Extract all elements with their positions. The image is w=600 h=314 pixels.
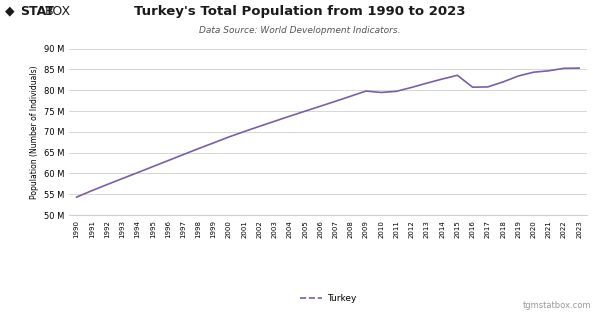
- Turkey: [241, 130, 248, 133]
- Turkey: [256, 124, 263, 128]
- Turkey: [575, 66, 583, 70]
- Text: STAT: STAT: [20, 5, 53, 18]
- Turkey: [119, 177, 126, 181]
- Turkey: [393, 89, 400, 93]
- Turkey: [226, 135, 233, 139]
- Turkey: [210, 141, 217, 145]
- Text: tgmstatbox.com: tgmstatbox.com: [523, 301, 591, 310]
- Turkey: [484, 85, 491, 89]
- Turkey: [332, 99, 339, 103]
- Turkey: [271, 119, 278, 123]
- Turkey: [423, 81, 430, 85]
- Turkey: [347, 94, 355, 98]
- Text: ◆: ◆: [5, 5, 14, 18]
- Text: Turkey's Total Population from 1990 to 2023: Turkey's Total Population from 1990 to 2…: [134, 5, 466, 18]
- Turkey: [103, 183, 110, 187]
- Turkey: [454, 73, 461, 77]
- Line: Turkey: Turkey: [77, 68, 579, 197]
- Turkey: [362, 89, 370, 93]
- Y-axis label: Population (Number of Individuals): Population (Number of Individuals): [31, 65, 40, 199]
- Turkey: [301, 109, 308, 113]
- Text: BOX: BOX: [45, 5, 71, 18]
- Turkey: [149, 165, 157, 169]
- Turkey: [88, 189, 95, 192]
- Turkey: [377, 90, 385, 94]
- Turkey: [439, 77, 446, 81]
- Turkey: [515, 74, 522, 78]
- Turkey: [408, 85, 415, 89]
- Turkey: [499, 80, 506, 84]
- Turkey: [286, 114, 293, 118]
- Turkey: [530, 70, 537, 74]
- Turkey: [179, 153, 187, 156]
- Legend: Turkey: Turkey: [296, 291, 360, 307]
- Turkey: [560, 67, 568, 70]
- Turkey: [469, 85, 476, 89]
- Turkey: [164, 159, 172, 163]
- Turkey: [545, 69, 553, 73]
- Turkey: [317, 104, 324, 108]
- Turkey: [73, 195, 80, 199]
- Text: Data Source: World Development Indicators.: Data Source: World Development Indicator…: [199, 26, 401, 35]
- Turkey: [134, 171, 141, 175]
- Turkey: [195, 147, 202, 150]
